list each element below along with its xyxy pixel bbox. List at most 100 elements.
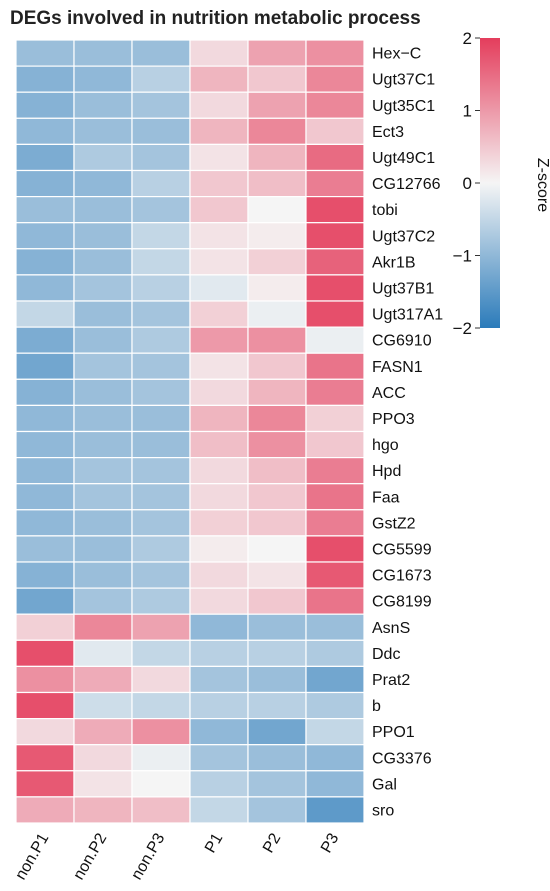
- heatmap-cell: [73, 535, 133, 563]
- column-labels: non.P1 non.P2 non.P3 P1 P2 P3: [12, 830, 342, 883]
- heatmap-cell: [305, 770, 365, 798]
- row-label: Prat2: [372, 672, 410, 689]
- heatmap-cell: [131, 352, 191, 380]
- heatmap-cell: [305, 744, 365, 772]
- heatmap-cell: [131, 65, 191, 93]
- colorbar-tick-label: −1: [453, 247, 472, 266]
- row-label: CG8199: [372, 594, 432, 611]
- row-labels: Hex−C Ugt37C1 Ugt35C1 Ect3 Ugt49C1 CG12766 tob…: [372, 46, 443, 820]
- heatmap-cell: [15, 587, 75, 615]
- colorbar-legend: 2 1 0 −1 −2 Z-score: [453, 29, 550, 338]
- heatmap-cell: [73, 457, 133, 485]
- heatmap-cell: [189, 352, 249, 380]
- heatmap-cell: [247, 717, 307, 746]
- heatmap-cell: [189, 691, 249, 720]
- heatmap-cell: [247, 117, 307, 146]
- column-label: P1: [202, 830, 227, 856]
- heatmap-cell: [305, 509, 365, 537]
- colorbar-ticks: 2 1 0 −1 −2: [453, 29, 480, 338]
- row-label: sro: [372, 802, 394, 819]
- heatmap-cell: [73, 587, 133, 615]
- heatmap-cell: [305, 91, 365, 119]
- heatmap-cell: [189, 248, 249, 276]
- heatmap-cell: [247, 248, 307, 276]
- heatmap-cell: [15, 143, 75, 172]
- column-label: non.P3: [128, 830, 168, 883]
- heatmap-cell: [73, 378, 133, 406]
- heatmap-cell: [15, 91, 75, 119]
- heatmap-cell: [73, 561, 133, 589]
- heatmap-cell: [131, 117, 191, 146]
- row-label: CG5599: [372, 541, 432, 558]
- heatmap-cell: [73, 430, 133, 459]
- heatmap-cell: [15, 300, 75, 328]
- colorbar-tick-label: 1: [463, 102, 472, 121]
- heatmap-cell: [189, 117, 249, 146]
- column-label: non.P1: [12, 830, 52, 883]
- heatmap-cell: [189, 535, 249, 563]
- heatmap-cell: [247, 65, 307, 93]
- heatmap-cell: [131, 91, 191, 119]
- heatmap-cell: [73, 796, 133, 824]
- heatmap-cell: [73, 248, 133, 276]
- heatmap-cell: [131, 143, 191, 172]
- heatmap-cell: [305, 169, 365, 198]
- row-label: Hpd: [372, 463, 401, 480]
- heatmap-cell: [247, 561, 307, 589]
- heatmap-cell: [305, 117, 365, 146]
- heatmap-cell: [73, 717, 133, 746]
- heatmap-cell: [305, 665, 365, 694]
- heatmap-cell: [131, 222, 191, 250]
- heatmap-cell: [131, 274, 191, 302]
- heatmap-cell: [73, 665, 133, 694]
- heatmap-cell: [131, 717, 191, 746]
- heatmap-cell: [15, 561, 75, 589]
- heatmap-cell: [73, 326, 133, 354]
- heatmap-cell: [247, 665, 307, 694]
- heatmap-cell: [189, 378, 249, 406]
- heatmap-cell: [189, 613, 249, 641]
- heatmap-cell: [15, 717, 75, 746]
- heatmap-cell: [131, 483, 191, 511]
- heatmap-cell: [247, 430, 307, 459]
- row-label: PPO3: [372, 411, 415, 428]
- heatmap-cell: [189, 326, 249, 354]
- heatmap-cell: [189, 483, 249, 511]
- heatmap-cell: [15, 117, 75, 146]
- heatmap-cell: [247, 91, 307, 119]
- heatmap-cell: [305, 561, 365, 589]
- heatmap-cell: [305, 483, 365, 511]
- heatmap-cell: [15, 378, 75, 406]
- heatmap-cell: [73, 39, 133, 67]
- heatmap-cell: [305, 326, 365, 354]
- heatmap-cell: [247, 691, 307, 720]
- column-label: P3: [318, 830, 343, 856]
- row-label: Ect3: [372, 124, 404, 141]
- row-label: Ugt37C2: [372, 228, 435, 245]
- heatmap-cell: [305, 457, 365, 485]
- heatmap-cell: [305, 404, 365, 433]
- heatmap-cell: [131, 796, 191, 824]
- heatmap-cell: [131, 430, 191, 459]
- heatmap-cell: [189, 770, 249, 798]
- heatmap-cell: [247, 587, 307, 615]
- heatmap-cell: [73, 770, 133, 798]
- heatmap-cell: [247, 274, 307, 302]
- heatmap-cell: [15, 352, 75, 380]
- heatmap-cell: [305, 535, 365, 563]
- heatmap-cell: [131, 169, 191, 198]
- heatmap-cell: [305, 587, 365, 615]
- heatmap-cell: [131, 404, 191, 433]
- row-label: GstZ2: [372, 515, 416, 532]
- heatmap-cell: [73, 143, 133, 172]
- row-label: Ugt49C1: [372, 150, 435, 167]
- heatmap-cell: [73, 352, 133, 380]
- heatmap-cell: [189, 196, 249, 224]
- heatmap-cell: [247, 352, 307, 380]
- heatmap-cell: [189, 169, 249, 198]
- heatmap-cell: [247, 300, 307, 328]
- heatmap-cell: [189, 587, 249, 615]
- heatmap-cell: [305, 430, 365, 459]
- heatmap-cells: [15, 39, 365, 824]
- heatmap-cell: [305, 248, 365, 276]
